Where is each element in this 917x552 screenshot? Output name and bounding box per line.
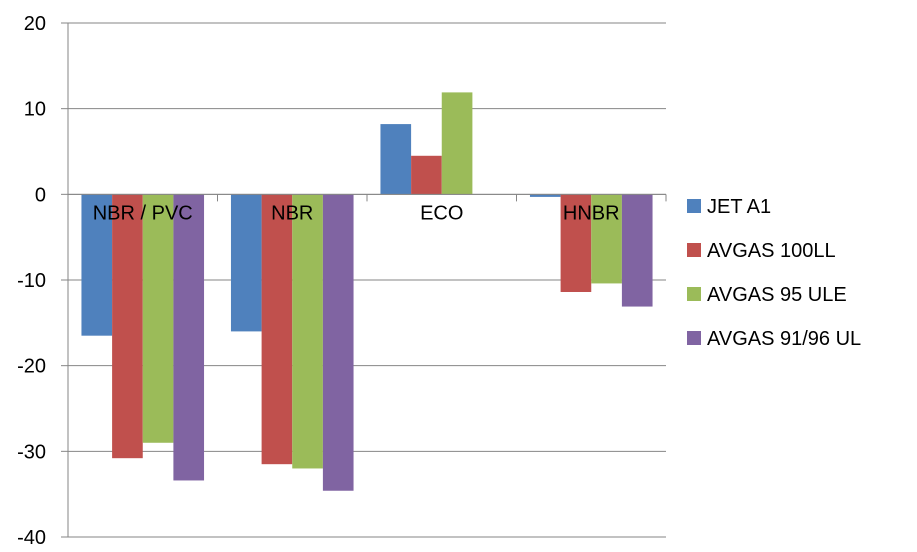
- bar: [230, 194, 262, 332]
- legend: JET A1 AVGAS 100LL AVGAS 95 ULE AVGAS 91/96…: [687, 196, 861, 350]
- category-label: NBR: [271, 202, 313, 224]
- bar: [81, 194, 113, 336]
- bars: [81, 92, 653, 491]
- y-tick-label: 10: [24, 99, 46, 121]
- bar: [380, 124, 412, 195]
- bar: [261, 194, 293, 465]
- legend-swatch: [687, 243, 701, 257]
- axes: [61, 22, 667, 538]
- legend-swatch: [687, 331, 701, 345]
- bar: [529, 194, 561, 197]
- legend-label: AVGAS 91/96 UL: [707, 328, 861, 350]
- bar: [142, 194, 174, 443]
- y-tick-label: -40: [17, 527, 46, 547]
- bar: [621, 194, 653, 307]
- category-label: ECO: [420, 202, 463, 224]
- bar: [411, 155, 442, 195]
- y-tick-labels: 20 10 0 -10 -20 -30 -40: [17, 13, 46, 549]
- y-tick-label: 0: [35, 184, 46, 206]
- legend-label: AVGAS 100LL: [707, 240, 836, 262]
- bar: [173, 194, 205, 481]
- bar: [591, 194, 622, 284]
- legend-label: AVGAS 95 ULE: [707, 284, 847, 306]
- y-tick-label: -30: [17, 441, 46, 463]
- category-label: HNBR: [563, 202, 620, 224]
- bar: [322, 194, 354, 491]
- bar: [112, 194, 143, 459]
- bar: [441, 92, 473, 195]
- bar: [292, 194, 323, 469]
- y-tick-label: -10: [17, 270, 46, 292]
- category-labels: NBR / PVC NBR ECO HNBR: [93, 202, 620, 224]
- bar: [560, 194, 592, 292]
- legend-swatch: [687, 287, 701, 301]
- category-label: NBR / PVC: [93, 202, 193, 224]
- legend-swatch: [687, 199, 701, 213]
- y-tick-label: -20: [17, 356, 46, 378]
- legend-label: JET A1: [707, 196, 771, 218]
- y-tick-label: 20: [24, 13, 46, 35]
